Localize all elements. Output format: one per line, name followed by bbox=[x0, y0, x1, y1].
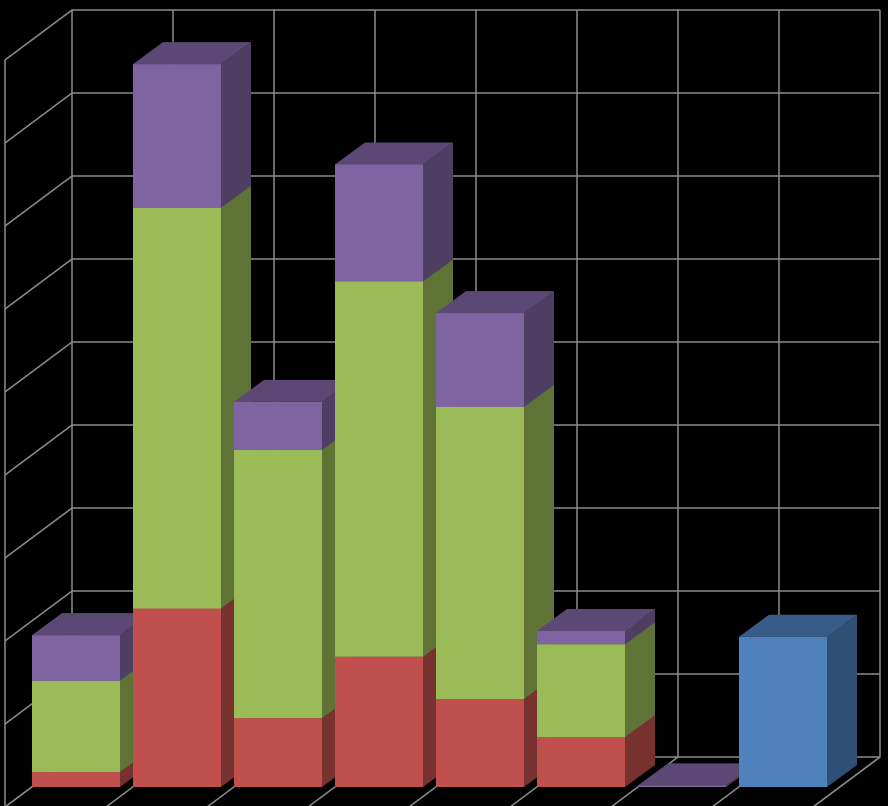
bar-face bbox=[537, 608, 655, 631]
bar-face bbox=[524, 291, 554, 407]
bar-face bbox=[436, 291, 554, 314]
wall-edge bbox=[4, 60, 881, 806]
bar-face bbox=[32, 772, 120, 787]
bar-face bbox=[524, 384, 554, 700]
bar-segment bbox=[32, 613, 150, 681]
grid-line bbox=[4, 9, 880, 61]
bar-face bbox=[234, 450, 322, 719]
bar-face bbox=[32, 613, 150, 636]
bar-face bbox=[133, 608, 221, 787]
bar-segment bbox=[133, 42, 251, 208]
bar-segment bbox=[335, 142, 453, 282]
bar-segment bbox=[638, 763, 756, 787]
bar-face bbox=[234, 718, 322, 787]
bar-segment bbox=[537, 608, 655, 645]
grid-line-vertical bbox=[611, 10, 679, 806]
bar-face bbox=[133, 64, 221, 208]
bar-face bbox=[638, 785, 726, 787]
bar-face bbox=[537, 644, 625, 738]
bar-face bbox=[436, 699, 524, 787]
bar-face bbox=[739, 636, 827, 787]
bar-face bbox=[234, 379, 352, 402]
bar-face bbox=[32, 635, 120, 681]
bar-face bbox=[423, 142, 453, 282]
bar-face bbox=[335, 656, 423, 787]
bar-segment bbox=[739, 614, 857, 787]
bar-face bbox=[133, 207, 221, 609]
bar-segment bbox=[133, 185, 251, 609]
bar-face bbox=[436, 406, 524, 700]
bar-face bbox=[133, 42, 251, 65]
bar-face bbox=[537, 630, 625, 645]
bar-segment bbox=[335, 259, 453, 657]
bar-face bbox=[234, 401, 322, 451]
bar-segment bbox=[234, 379, 352, 451]
bar-face bbox=[537, 737, 625, 787]
bar-face bbox=[32, 680, 120, 773]
bar-segment bbox=[436, 291, 554, 407]
bar-face bbox=[335, 164, 423, 282]
bar-segment bbox=[234, 428, 352, 719]
bar-segment bbox=[436, 384, 554, 700]
bar-face bbox=[335, 142, 453, 165]
bar-segment bbox=[133, 586, 251, 787]
bar-face bbox=[827, 614, 857, 787]
bar-face bbox=[625, 608, 655, 645]
bar-face bbox=[638, 763, 756, 786]
bar-segment bbox=[335, 634, 453, 787]
bar-face bbox=[625, 622, 655, 738]
bar-face bbox=[436, 313, 524, 407]
bar-face bbox=[625, 715, 655, 787]
bar-face bbox=[335, 281, 423, 657]
bar-face bbox=[739, 614, 857, 637]
bar-face bbox=[221, 42, 251, 208]
